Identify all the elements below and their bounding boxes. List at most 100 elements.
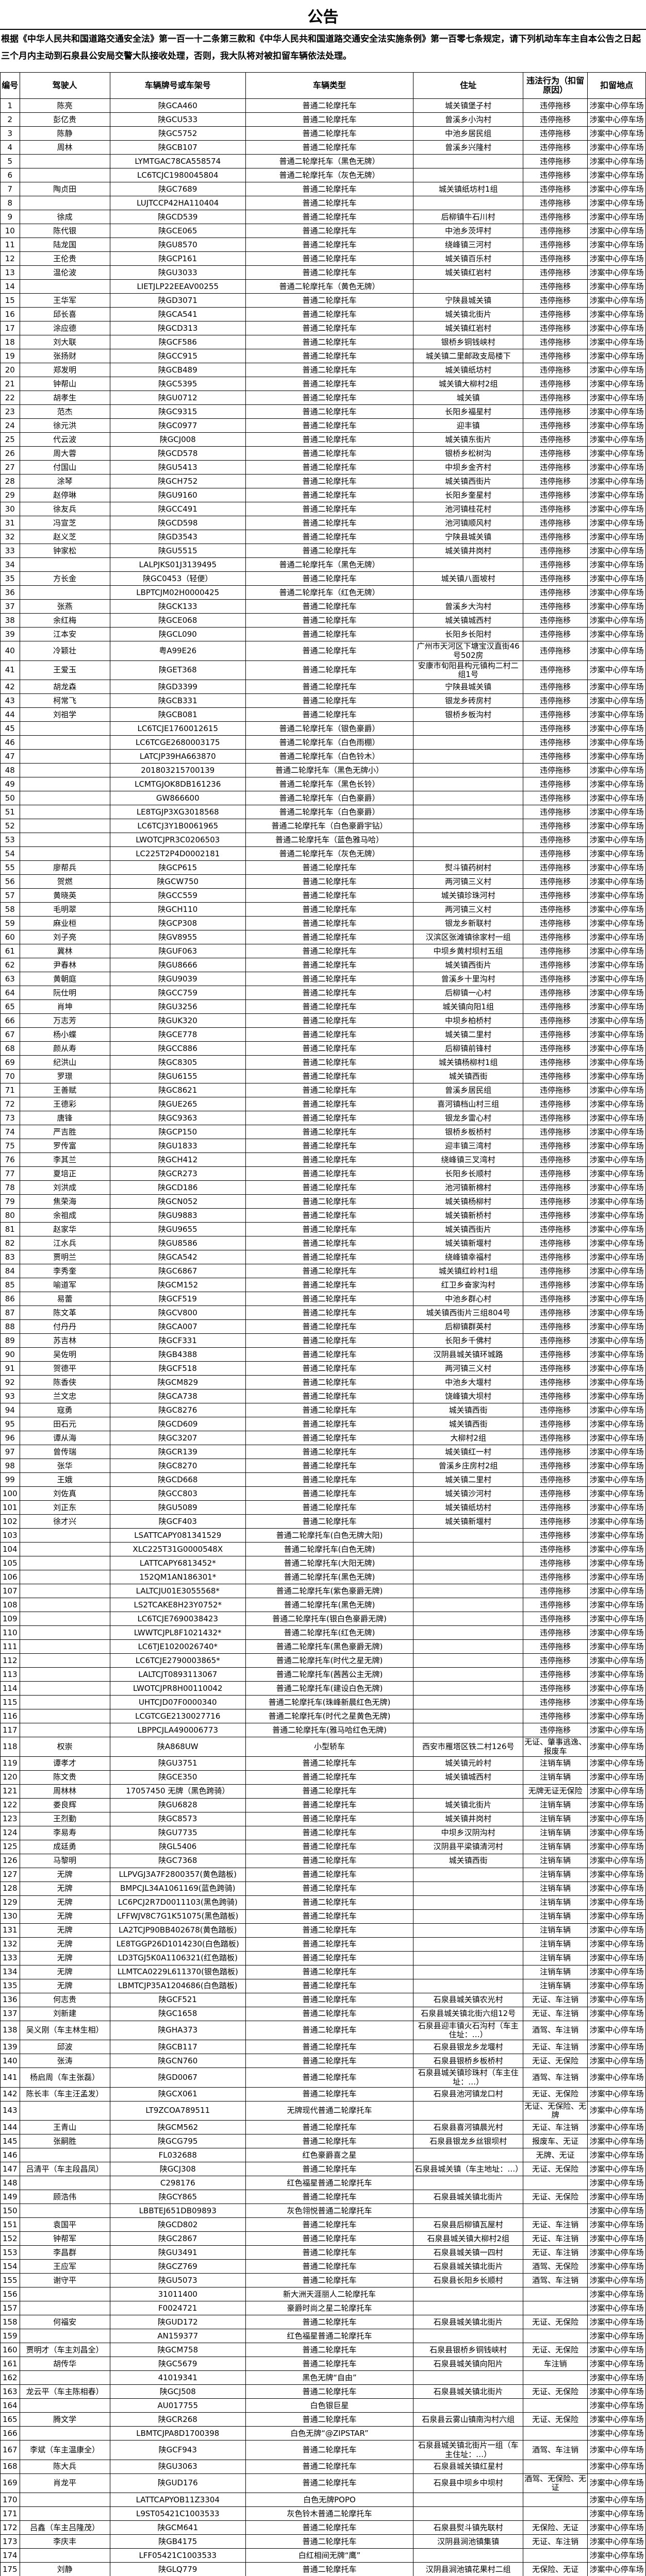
cell-violation: 违停拖移 (523, 488, 588, 503)
cell-location: 涉案中心停车场 (587, 1333, 646, 1348)
cell-address: 绕峰镇三河村 (413, 238, 524, 252)
cell-type: 普通二轮摩托车 (245, 2231, 414, 2246)
cell-address (413, 735, 524, 750)
table-row: 91 贺德平 陕GCF518 普通二轮摩托车 两河镇三义村 违停拖移 涉案中心停车场 (0, 1361, 646, 1376)
cell-plate: 陕GV8955 (109, 930, 246, 945)
cell-plate: 陕GCP161 (109, 251, 246, 266)
cell-type: 普通二轮摩托车(雅马哈红色无牌) (245, 1723, 414, 1738)
cell-driver: 无牌 (19, 1909, 110, 1924)
cell-type: 普通二轮摩托车 (245, 2040, 414, 2055)
cell-driver: 吴义刚（车主林生相） (19, 2020, 110, 2041)
table-row: 13 温伦波 陕GU3033 普通二轮摩托车 城关镇红岩村 违停拖移 涉案中心停车场 (0, 265, 646, 280)
cell-id: 38 (0, 613, 20, 628)
cell-plate: XLC225T31G0000548X (109, 1542, 246, 1557)
table-row: 127 无牌 LLPVGJ3A7F2800357(黄色踏板) 普通二轮摩托车 注销车辆涉… (0, 1867, 646, 1882)
cell-type: 黑色无牌“自由” (245, 2370, 414, 2385)
cell-violation (523, 2329, 588, 2344)
cell-address: 后柳镇前锋村 (413, 1041, 524, 1056)
cell-location: 涉案中心停车场 (587, 210, 646, 225)
header-col-address: 住址 (413, 72, 524, 99)
cell-location: 涉案中心停车场 (587, 1459, 646, 1473)
table-row: 27 付国山 陕GU5413 普通二轮摩托车 中坝乡金齐村 违停拖移 涉案中心停车场 (0, 460, 646, 475)
cell-location: 涉案中心停车场 (587, 2329, 646, 2344)
cell-plate: 陕GCM758 (109, 2343, 246, 2358)
cell-plate: 陕GU8570 (109, 238, 246, 252)
cell-address (413, 805, 524, 820)
table-row: 165 腾文学 陕GCR268 普通二轮摩托车 石泉县云雾山镇南沟村六组 无证、无保险 涉案… (0, 2412, 646, 2427)
cell-address (413, 196, 524, 211)
cell-type: 普通二轮摩托车（白色豪爵） (245, 791, 414, 806)
cell-driver: 张燕 (19, 599, 110, 614)
cell-address: 长阳乡长顺村 (413, 1166, 524, 1181)
cell-address: 长阳乡奎星村 (413, 488, 524, 503)
cell-plate: 陕GCG795 (109, 2134, 246, 2149)
cell-address: 城关镇二里邮政支局楼下 (413, 349, 524, 364)
cell-type: 普通二轮摩托车 (245, 474, 414, 489)
cell-location: 涉案中心停车场 (587, 2087, 646, 2102)
cell-address: 银龙乡雷心村 (413, 1111, 524, 1126)
cell-type: 普通二轮摩托车 (245, 2020, 414, 2041)
cell-plate: 陕GC8276 (109, 1403, 246, 1418)
cell-driver: 王爱玉 (19, 660, 110, 681)
cell-address: 迎丰镇三湾村 (413, 1139, 524, 1154)
cell-address: 石泉县城关镇北街片 (413, 2190, 524, 2205)
cell-violation: 违停拖移 (523, 1653, 588, 1668)
cell-address: 汉阴县涧池镇集镇 (413, 2534, 524, 2549)
cell-id: 131 (0, 1923, 20, 1938)
cell-id: 37 (0, 599, 20, 614)
cell-address: 中坝乡柏桥村 (413, 1013, 524, 1028)
cell-type: 普通二轮摩托车 (245, 446, 414, 461)
cell-type: 普通二轮摩托车 (245, 2217, 414, 2232)
cell-type: 普通二轮摩托车 (245, 944, 414, 959)
table-row: 120 陈文贵 陕GCE350 普通二轮摩托车 城关镇城西村 注销车辆 涉案中心停车场 (0, 1770, 646, 1785)
table-row: 131 无牌 LA2TCJP90BB402678(黄色踏板) 普通二轮摩托车 注销车辆涉… (0, 1923, 646, 1938)
cell-plate: 陕GU8586 (109, 1236, 246, 1251)
cell-address: 城关镇八面坡村 (413, 571, 524, 586)
cell-location: 涉案中心停车场 (587, 1389, 646, 1404)
cell-plate: 陕GCH752 (109, 474, 246, 489)
cell-address: 池河镇新棉村 (413, 1180, 524, 1195)
cell-plate: 陕GCE065 (109, 224, 246, 239)
table-row: 44 刘祖学 陕GCB081 普通二轮摩托车 银桥乡板沟村 违停拖移 涉案中心停车场 (0, 707, 646, 722)
cell-type: 普通二轮摩托车 (245, 902, 414, 917)
cell-address: 城关镇井岗村 (413, 544, 524, 558)
cell-violation (523, 2426, 588, 2441)
cell-plate: 陕GUF063 (109, 944, 246, 959)
table-row: 33 钟家松 陕GU5515 普通二轮摩托车 城关镇井岗村 违停拖移 涉案中心停车场 (0, 544, 646, 558)
cell-type: 普通二轮摩托车 (245, 599, 414, 614)
cell-driver: 刘正东 (19, 1500, 110, 1515)
cell-location: 涉案中心停车场 (587, 2162, 646, 2177)
cell-plate: 陕GCZ769 (109, 2259, 246, 2274)
cell-driver: 王娥 (19, 1472, 110, 1487)
cell-type: 普通二轮摩托车 (245, 2273, 414, 2288)
cell-address: 城关镇城西村 (413, 1770, 524, 1785)
cell-type: 普通二轮摩托车 (245, 2440, 414, 2460)
cell-type: 普通二轮摩托车 (245, 1347, 414, 1362)
cell-type: 普通二轮摩托车 (245, 1097, 414, 1112)
cell-plate: 陕GD3399 (109, 680, 246, 694)
cell-location: 涉案中心停车场 (587, 1194, 646, 1209)
cell-driver: 江水兵 (19, 1236, 110, 1251)
cell-driver: 何福安 (19, 2315, 110, 2330)
cell-address: 石泉县后柳镇瓦屋村 (413, 2217, 524, 2232)
cell-address: 城关镇珍珠河村 (413, 888, 524, 903)
cell-type: 普通二轮摩托车（灰色无牌） (245, 846, 414, 861)
table-row: 6 LC6TCJC1980045804 普通二轮摩托车（灰色无牌） 违停拖移 涉案中心停… (0, 168, 646, 183)
cell-address: 后柳镇群英村 (413, 1319, 524, 1334)
header-col-plate: 车辆牌号或车架号 (109, 72, 246, 99)
cell-driver: 陈大兵 (19, 2459, 110, 2474)
table-row: 5 LYMTGAC78CA558574 普通二轮摩托车（黑色无牌） 违停拖移 涉案中心停… (0, 154, 646, 169)
cell-type: 普通二轮摩托车 (245, 874, 414, 889)
cell-violation: 违停拖移 (523, 1403, 588, 1418)
cell-violation: 违停拖移 (523, 1027, 588, 1042)
cell-location: 涉案中心停车场 (587, 1472, 646, 1487)
cell-type: 普通二轮摩托车 (245, 1798, 414, 1812)
cell-id: 70 (0, 1069, 20, 1084)
cell-address (413, 833, 524, 848)
cell-driver: 李庆丰 (19, 2534, 110, 2549)
cell-location: 涉案中心停车场 (587, 530, 646, 545)
cell-violation: 违停拖移 (523, 1097, 588, 1112)
cell-address: 后柳镇一心村 (413, 986, 524, 1001)
cell-driver: 颜从寿 (19, 1041, 110, 1056)
cell-type: 小型轿车 (245, 1737, 414, 1757)
